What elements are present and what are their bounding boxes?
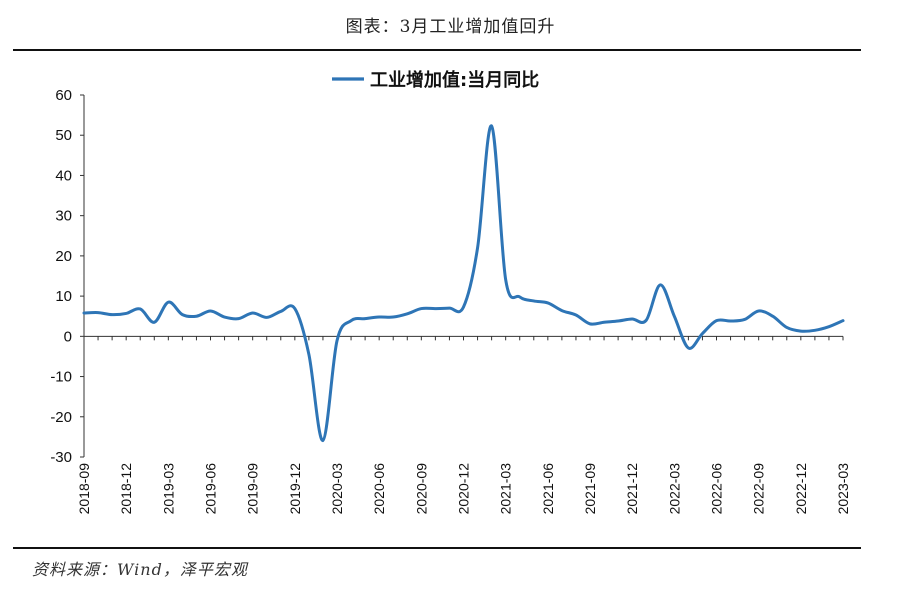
data-point [166, 300, 170, 304]
data-point [574, 313, 578, 317]
figure-title: 图表：3月工业增加值回升 [345, 17, 556, 37]
data-point [293, 307, 297, 311]
data-point [630, 317, 634, 321]
data-point [813, 328, 817, 332]
x-tick-label: 2020-03 [329, 463, 345, 515]
data-point [110, 313, 114, 317]
x-tick-label: 2019-03 [160, 463, 176, 515]
data-point [785, 325, 789, 329]
data-point [405, 312, 409, 316]
y-tick-label: 10 [55, 288, 72, 305]
x-tick-label: 2022-03 [666, 463, 682, 515]
x-tick-label: 2019-12 [287, 463, 303, 515]
y-tick-label: 30 [55, 208, 72, 225]
x-tick-label: 2021-03 [498, 463, 514, 515]
data-point [532, 299, 536, 303]
line-chart: 工业增加值:当月同比 -30 -20 -10 0 10 20 30 40 50 60 2018-0… [50, 69, 851, 514]
data-point [490, 124, 494, 128]
y-tick-label: -20 [50, 409, 72, 426]
data-point [757, 309, 761, 313]
x-tick-label: 2022-12 [793, 463, 809, 515]
x-tick-label: 2020-09 [413, 463, 429, 515]
data-point [518, 295, 522, 299]
chart-legend: 工业增加值:当月同比 [332, 69, 539, 91]
y-tick-label: 60 [55, 87, 72, 104]
x-tick-label: 2020-06 [371, 463, 387, 515]
x-tick-label: 2018-12 [118, 463, 134, 515]
x-axis-ticks: 2018-09 2018-12 2019-03 2019-06 2019-09 2019-… [76, 336, 851, 514]
data-point [588, 322, 592, 326]
data-point [279, 309, 283, 313]
data-point [223, 315, 227, 319]
data-point [743, 317, 747, 321]
data-point [476, 246, 480, 250]
data-point [194, 314, 198, 318]
data-point [602, 320, 606, 324]
data-point [616, 319, 620, 323]
data-point [672, 314, 676, 318]
data-point [841, 319, 845, 323]
data-point [546, 301, 550, 305]
data-point [152, 320, 156, 324]
source-note: 资料来源：Wind，泽平宏观 [32, 560, 248, 579]
y-tick-label: 40 [55, 167, 72, 184]
data-point [363, 317, 367, 321]
x-tick-label: 2022-06 [709, 463, 725, 515]
legend-label: 工业增加值:当月同比 [370, 69, 539, 91]
series-line-0 [82, 124, 845, 443]
data-point [349, 319, 353, 323]
y-tick-label: -10 [50, 369, 72, 386]
data-point [644, 318, 648, 322]
data-point [827, 325, 831, 329]
data-point [335, 339, 339, 343]
y-tick-label: 20 [55, 248, 72, 265]
y-tick-label: 50 [55, 127, 72, 144]
x-tick-label: 2023-03 [835, 463, 851, 515]
data-point [265, 315, 269, 319]
data-point [686, 346, 690, 350]
data-point [799, 329, 803, 333]
data-point [124, 311, 128, 315]
x-tick-label: 2021-06 [540, 463, 556, 515]
data-point [209, 309, 213, 313]
top-rule [13, 49, 861, 51]
data-point [82, 311, 86, 315]
data-point [462, 305, 466, 309]
x-tick-label: 2022-09 [751, 463, 767, 515]
data-point [447, 306, 451, 310]
data-point [321, 439, 325, 443]
data-point [251, 311, 255, 315]
x-tick-label: 2021-09 [582, 463, 598, 515]
y-tick-label: 0 [64, 328, 72, 345]
data-point [180, 313, 184, 317]
data-point [560, 309, 564, 313]
data-point [237, 317, 241, 321]
data-point [729, 319, 733, 323]
x-tick-label: 2019-06 [203, 463, 219, 515]
x-tick-label: 2019-09 [245, 463, 261, 515]
data-point [658, 283, 662, 287]
data-point [419, 307, 423, 311]
data-point [307, 352, 311, 356]
data-point [771, 314, 775, 318]
data-point [138, 307, 142, 311]
bottom-rule [13, 547, 861, 549]
data-point [433, 307, 437, 311]
data-point [377, 315, 381, 319]
data-point [700, 332, 704, 336]
y-tick-label: -30 [50, 449, 72, 466]
data-point [96, 311, 100, 315]
x-tick-label: 2021-12 [624, 463, 640, 515]
series-group [82, 124, 845, 443]
data-point [504, 278, 508, 282]
y-axis-ticks: -30 -20 -10 0 10 20 30 40 50 60 [50, 87, 84, 466]
data-point [391, 315, 395, 319]
chart-axes [83, 95, 843, 457]
data-point [715, 319, 719, 323]
x-tick-label: 2018-09 [76, 463, 92, 515]
x-tick-label: 2020-12 [456, 463, 472, 515]
